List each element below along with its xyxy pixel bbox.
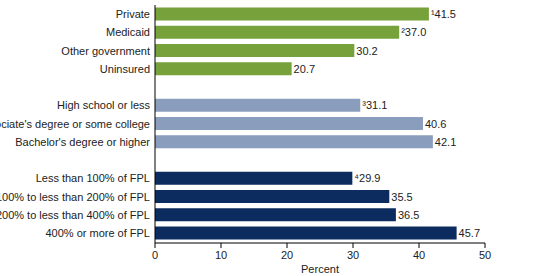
category-label: Uninsured xyxy=(100,63,150,75)
bars xyxy=(155,8,457,240)
data-label: ¹41.5 xyxy=(431,8,456,20)
x-tick-label: 30 xyxy=(347,249,359,261)
x-tick xyxy=(287,243,288,248)
bar xyxy=(155,117,423,130)
category-label: 100% to less than 200% of FPL xyxy=(0,191,150,203)
x-tick xyxy=(155,243,156,248)
x-axis: 0 10 20 30 40 50 Percent xyxy=(152,5,491,275)
x-tick-label: 10 xyxy=(215,249,227,261)
bar xyxy=(155,99,360,112)
bar xyxy=(155,62,292,75)
x-tick-label: 50 xyxy=(479,249,491,261)
category-label: 200% to less than 400% of FPL xyxy=(0,209,150,221)
x-tick xyxy=(485,243,486,248)
data-label: 35.5 xyxy=(391,191,412,203)
data-label: ⁴29.9 xyxy=(354,172,380,184)
category-axis-line xyxy=(155,5,156,243)
bar xyxy=(155,26,399,39)
category-label: Medicaid xyxy=(106,26,150,38)
labels: Private ¹41.5 Medicaid ²37.0 Other governmen… xyxy=(0,8,480,239)
data-label: 45.7 xyxy=(459,227,480,239)
x-axis-line xyxy=(155,243,485,244)
bar xyxy=(155,8,429,21)
bar xyxy=(155,227,457,240)
bar xyxy=(155,172,352,185)
category-label: Other government xyxy=(61,45,150,57)
data-label: 30.2 xyxy=(356,45,377,57)
x-axis-title: Percent xyxy=(301,263,339,275)
bar xyxy=(155,44,354,57)
data-label: ²37.0 xyxy=(401,26,426,38)
x-tick xyxy=(353,243,354,248)
x-tick xyxy=(221,243,222,248)
bar xyxy=(155,208,396,221)
bar xyxy=(155,190,389,203)
category-label: Associate's degree or some college xyxy=(0,118,150,130)
category-label: Bachelor's degree or higher xyxy=(15,136,150,148)
category-label: 400% or more of FPL xyxy=(45,227,150,239)
x-tick-label: 40 xyxy=(413,249,425,261)
x-tick xyxy=(419,243,420,248)
x-tick-label: 0 xyxy=(152,249,158,261)
category-label: Less than 100% of FPL xyxy=(36,172,150,184)
data-label: 20.7 xyxy=(294,63,315,75)
x-tick-label: 20 xyxy=(281,249,293,261)
category-label: Private xyxy=(116,8,150,20)
data-label: 42.1 xyxy=(435,136,456,148)
bar xyxy=(155,135,433,148)
data-label: 40.6 xyxy=(425,118,446,130)
category-label: High school or less xyxy=(57,99,150,111)
data-label: ³31.1 xyxy=(362,99,387,111)
chart: Private ¹41.5 Medicaid ²37.0 Other governmen… xyxy=(0,0,560,276)
data-label: 36.5 xyxy=(398,209,419,221)
